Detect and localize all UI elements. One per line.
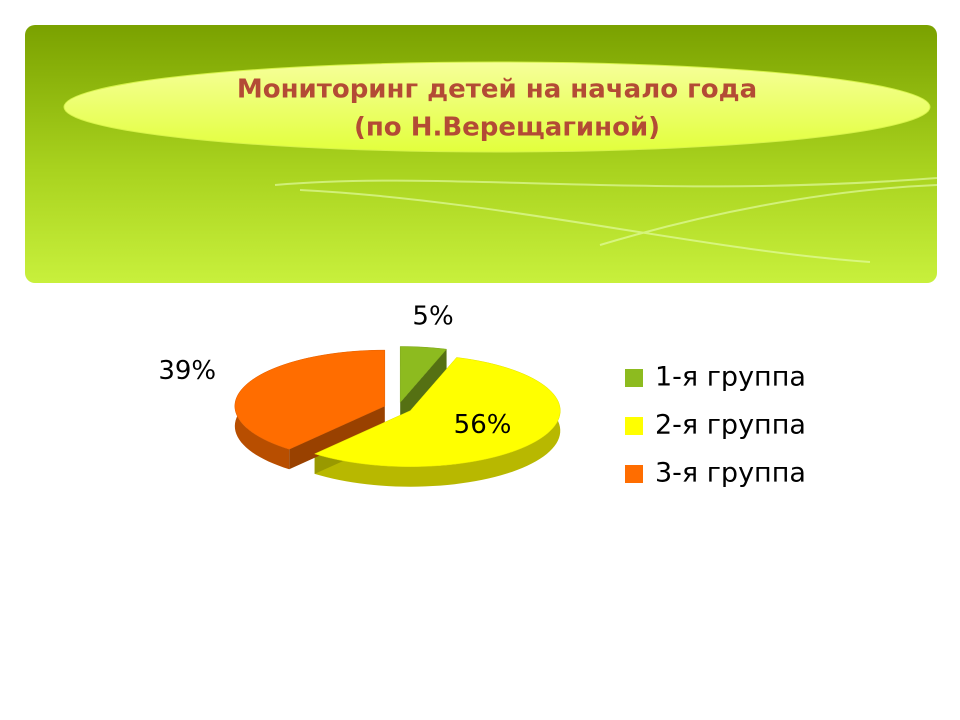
chart-subtitle: (по Н.Верещагиной) <box>354 113 660 143</box>
slice-side <box>314 357 561 487</box>
legend-swatch <box>625 417 643 435</box>
slice-edge <box>400 349 447 423</box>
decor-lines <box>274 177 938 263</box>
legend-label: 2-я группа <box>655 410 806 441</box>
title-banner <box>63 61 931 153</box>
data-label: 56% <box>454 410 512 440</box>
data-label: 5% <box>412 302 453 332</box>
slice <box>399 346 448 404</box>
slice <box>234 349 386 450</box>
slice <box>313 357 561 467</box>
legend-swatch <box>625 465 643 483</box>
chart-title: Мониторинг детей на начало года <box>237 75 757 105</box>
legend: 1-я группа 2-я группа 3-я группа <box>625 362 806 489</box>
pie-chart: 5% 56% 39% <box>158 302 561 487</box>
legend-swatch <box>625 369 643 387</box>
data-label: 39% <box>158 356 216 386</box>
slice-edge <box>289 406 385 470</box>
legend-label: 3-я группа <box>655 458 806 489</box>
legend-label: 1-я группа <box>655 362 806 393</box>
